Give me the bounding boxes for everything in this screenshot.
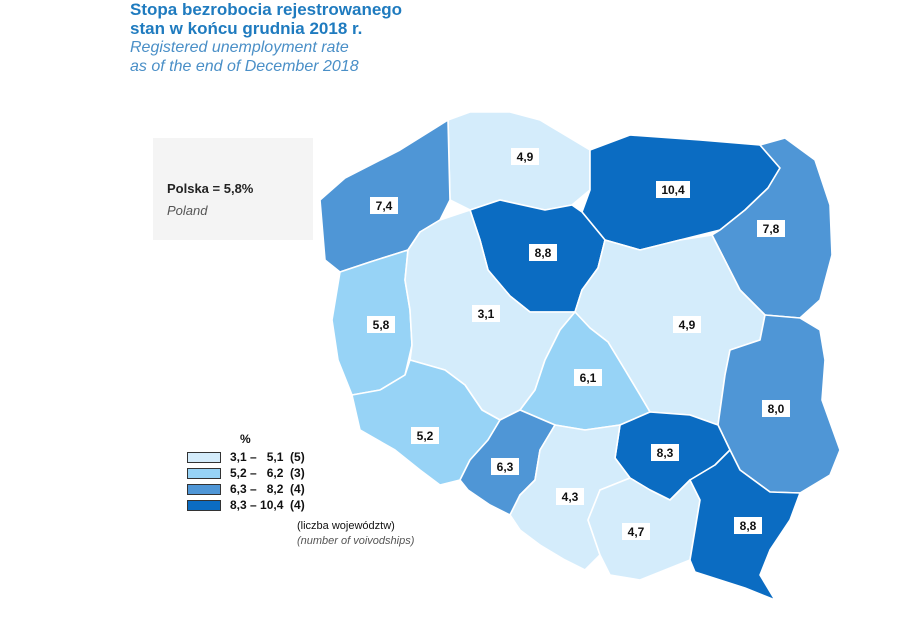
value-label-opolskie: 6,3: [491, 458, 519, 475]
value-label-lodzkie: 6,1: [574, 369, 602, 386]
value-label-podkarpackie: 8,8: [734, 517, 762, 534]
value-text-podlaskie: 7,8: [763, 222, 780, 236]
value-label-zachodniopomorskie: 7,4: [370, 197, 398, 214]
value-label-malopolskie: 4,7: [622, 523, 650, 540]
value-text-wielkopolskie: 3,1: [478, 307, 495, 321]
value-text-mazowieckie: 4,9: [679, 318, 696, 332]
national-rate-label-en: Poland: [167, 203, 208, 218]
legend-item-label: 5,2 – 6,2 (3): [230, 466, 305, 480]
value-label-lubuskie: 5,8: [367, 316, 395, 333]
legend-item-label: 6,3 – 8,2 (4): [230, 482, 305, 496]
value-label-slaskie: 4,3: [556, 488, 584, 505]
value-text-opolskie: 6,3: [497, 460, 514, 474]
title-en-line1: Registered unemployment rate: [130, 39, 349, 56]
value-text-lubelskie: 8,0: [768, 402, 785, 416]
legend-item-label: 8,3 – 10,4 (4): [230, 498, 305, 512]
value-text-zachodniopomorskie: 7,4: [376, 199, 393, 213]
value-text-lodzkie: 6,1: [580, 371, 597, 385]
legend-unit: %: [240, 432, 251, 446]
value-text-podkarpackie: 8,8: [740, 519, 757, 533]
legend-count-note-en: (number of voivodships): [297, 535, 415, 547]
national-rate-label: Polska = 5,8%: [167, 181, 254, 196]
legend-item-label: 3,1 – 5,1 (5): [230, 450, 305, 464]
value-label-podlaskie: 7,8: [757, 220, 785, 237]
value-label-dolnoslaskie: 5,2: [411, 427, 439, 444]
title-en-line2: as of the end of December 2018: [130, 58, 359, 75]
value-label-wielkopolskie: 3,1: [472, 305, 500, 322]
legend-item: 8,3 – 10,4 (4): [187, 498, 305, 512]
value-label-lubelskie: 8,0: [762, 400, 790, 417]
legend-item: 3,1 – 5,1 (5): [187, 450, 305, 464]
value-label-warminsko-mazurskie: 10,4: [656, 181, 690, 198]
legend-swatch: [187, 467, 221, 479]
value-label-mazowieckie: 4,9: [673, 316, 701, 333]
value-text-pomorskie: 4,9: [517, 150, 534, 164]
title-pl-line2: stan w końcu grudnia 2018 r.: [130, 19, 363, 38]
legend-item: 5,2 – 6,2 (3): [187, 466, 305, 480]
value-label-kujawsko-pomorskie: 8,8: [529, 244, 557, 261]
title-pl-line1: Stopa bezrobocia rejestrowanego: [130, 0, 403, 19]
value-text-dolnoslaskie: 5,2: [417, 429, 434, 443]
national-rate-box: [153, 138, 313, 240]
value-text-slaskie: 4,3: [562, 490, 579, 504]
value-label-pomorskie: 4,9: [511, 148, 539, 165]
legend-swatch: [187, 483, 221, 495]
legend-swatch: [187, 499, 221, 511]
legend-count-note: (liczba województw): [297, 520, 395, 532]
title-block: Stopa bezrobocia rejestrowanego stan w k…: [130, 0, 402, 76]
value-text-malopolskie: 4,7: [628, 525, 645, 539]
value-text-swietokrzyskie: 8,3: [657, 446, 674, 460]
value-text-kujawsko-pomorskie: 8,8: [535, 246, 552, 260]
value-text-lubuskie: 5,8: [373, 318, 390, 332]
value-label-swietokrzyskie: 8,3: [651, 444, 679, 461]
value-text-warminsko-mazurskie: 10,4: [661, 183, 685, 197]
legend-item: 6,3 – 8,2 (4): [187, 482, 305, 496]
legend-swatch: [187, 451, 221, 463]
